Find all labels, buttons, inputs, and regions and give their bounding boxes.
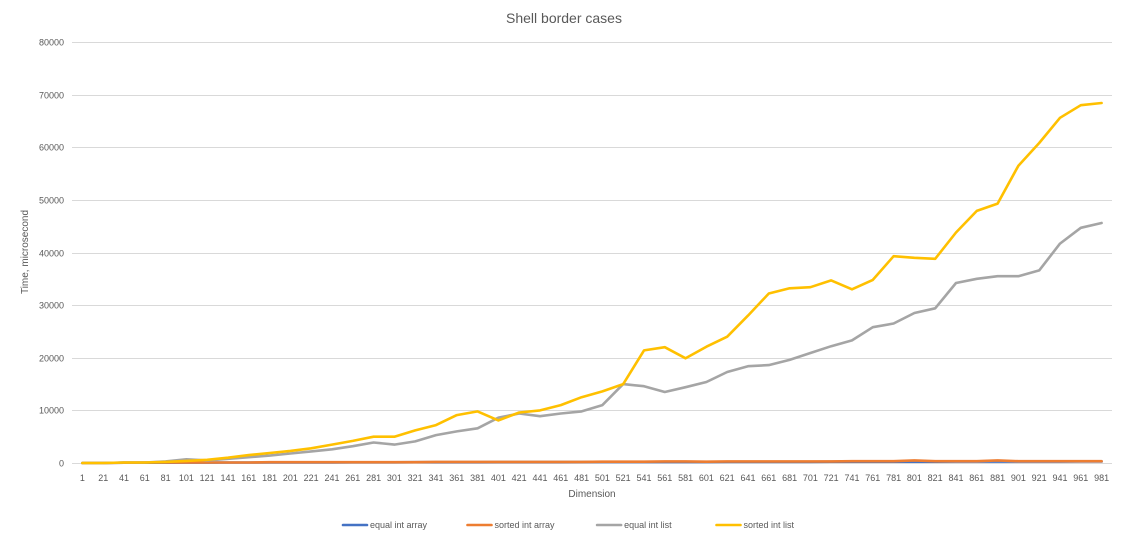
y-tick-label: 60000 xyxy=(39,143,64,153)
x-tick-label: 841 xyxy=(948,473,963,483)
x-tick-label: 61 xyxy=(140,473,150,483)
x-tick-label: 441 xyxy=(532,473,547,483)
x-tick-label: 661 xyxy=(761,473,776,483)
series-line-sorted-int-array xyxy=(81,459,1103,465)
x-tick-label: 561 xyxy=(657,473,672,483)
x-tick-label: 641 xyxy=(740,473,755,483)
x-tick-label: 21 xyxy=(98,473,108,483)
x-tick-label: 301 xyxy=(387,473,402,483)
x-axis-ticks: 1 21 41 61 81 101 121 141 161 181 201 221 241 261 281 3… xyxy=(80,473,1109,483)
x-tick-label: 361 xyxy=(449,473,464,483)
x-tick-label: 161 xyxy=(241,473,256,483)
x-tick-label: 381 xyxy=(470,473,485,483)
legend-label: sorted int array xyxy=(495,520,556,530)
x-tick-label: 341 xyxy=(428,473,443,483)
x-tick-label: 681 xyxy=(782,473,797,483)
x-tick-label: 501 xyxy=(595,473,610,483)
series-lines xyxy=(81,101,1103,465)
x-tick-label: 881 xyxy=(990,473,1005,483)
y-tick-label: 0 xyxy=(59,459,64,469)
x-tick-label: 701 xyxy=(803,473,818,483)
x-tick-label: 421 xyxy=(512,473,527,483)
x-tick-label: 821 xyxy=(928,473,943,483)
y-axis-ticks: 0 10000 20000 30000 40000 50000 60000 70000 8000… xyxy=(39,38,64,469)
x-tick-label: 901 xyxy=(1011,473,1026,483)
x-tick-label: 761 xyxy=(865,473,880,483)
x-tick-label: 961 xyxy=(1073,473,1088,483)
legend-label: equal int array xyxy=(370,520,428,530)
y-tick-label: 80000 xyxy=(39,38,64,48)
x-tick-label: 41 xyxy=(119,473,129,483)
x-tick-label: 221 xyxy=(304,473,319,483)
x-axis-label: Dimension xyxy=(568,489,615,500)
y-tick-label: 40000 xyxy=(39,249,64,259)
x-tick-label: 81 xyxy=(161,473,171,483)
y-tick-label: 10000 xyxy=(39,406,64,416)
y-tick-label: 20000 xyxy=(39,354,64,364)
x-tick-label: 801 xyxy=(907,473,922,483)
x-tick-label: 401 xyxy=(491,473,506,483)
x-tick-label: 1 xyxy=(80,473,85,483)
x-tick-label: 781 xyxy=(886,473,901,483)
x-tick-label: 521 xyxy=(616,473,631,483)
x-tick-label: 921 xyxy=(1032,473,1047,483)
series-line-equal-int-list xyxy=(81,221,1103,465)
x-tick-label: 181 xyxy=(262,473,277,483)
y-axis-label: Time, microsecond xyxy=(20,210,31,294)
legend-label: sorted int list xyxy=(744,520,795,530)
x-tick-label: 121 xyxy=(200,473,215,483)
x-tick-label: 281 xyxy=(366,473,381,483)
x-tick-label: 601 xyxy=(699,473,714,483)
x-tick-label: 741 xyxy=(844,473,859,483)
x-tick-label: 481 xyxy=(574,473,589,483)
x-tick-label: 981 xyxy=(1094,473,1109,483)
series-line-sorted-int-list xyxy=(81,101,1103,465)
x-tick-label: 621 xyxy=(720,473,735,483)
x-tick-label: 861 xyxy=(969,473,984,483)
x-tick-label: 101 xyxy=(179,473,194,483)
x-tick-label: 241 xyxy=(324,473,339,483)
y-tick-label: 50000 xyxy=(39,196,64,206)
legend: equal int array sorted int array equal int… xyxy=(341,520,795,530)
y-tick-label: 30000 xyxy=(39,301,64,311)
x-tick-label: 721 xyxy=(824,473,839,483)
legend-label: equal int list xyxy=(624,520,672,530)
x-tick-label: 541 xyxy=(636,473,651,483)
x-tick-label: 321 xyxy=(408,473,423,483)
x-tick-label: 261 xyxy=(345,473,360,483)
x-tick-label: 461 xyxy=(553,473,568,483)
y-tick-label: 70000 xyxy=(39,91,64,101)
grid-lines xyxy=(72,42,1112,464)
x-tick-label: 581 xyxy=(678,473,693,483)
x-tick-label: 941 xyxy=(1052,473,1067,483)
chart-title: Shell border cases xyxy=(506,10,622,26)
x-tick-label: 201 xyxy=(283,473,298,483)
x-tick-label: 141 xyxy=(220,473,235,483)
